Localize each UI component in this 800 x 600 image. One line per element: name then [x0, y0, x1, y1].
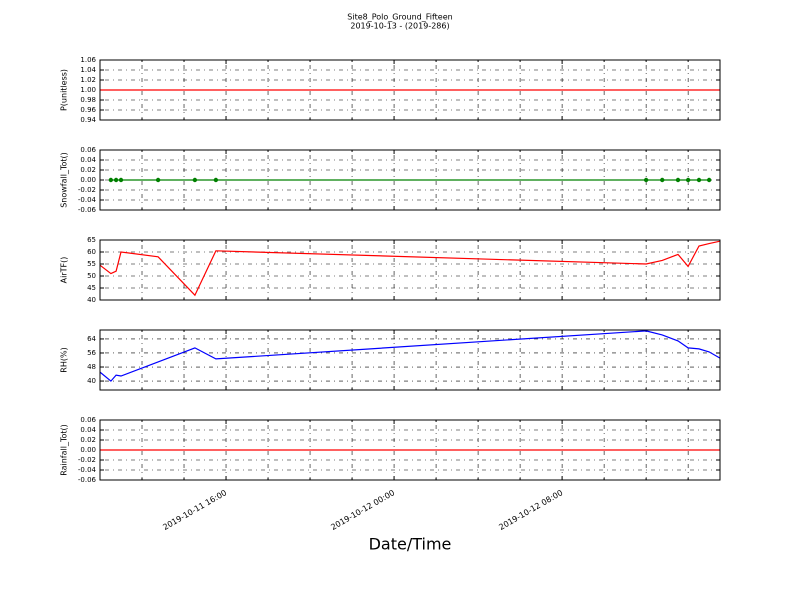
y-tick-label: 65	[87, 236, 96, 244]
axes-frame	[99, 329, 721, 391]
y-tick-label: 1.04	[80, 66, 96, 74]
data-point	[113, 177, 119, 183]
y-tick-label: 56	[87, 349, 96, 357]
y-tick-label: 1.06	[80, 56, 96, 64]
data-point	[118, 177, 124, 183]
data-line	[99, 240, 721, 297]
y-axis-label: RH(%)	[60, 347, 69, 372]
axes-frame	[99, 149, 721, 211]
x-axis-label: Date/Time	[369, 535, 452, 554]
data-point	[696, 177, 702, 183]
y-tick-label: 64	[87, 335, 96, 343]
y-tick-label: 0.94	[80, 116, 96, 124]
y-tick-label: 50	[87, 272, 96, 280]
axes-frame	[99, 419, 721, 481]
data-point	[108, 177, 114, 183]
data-point	[643, 177, 649, 183]
y-tick-label: 0.96	[80, 106, 96, 114]
y-tick-label: 55	[87, 260, 96, 268]
data-line	[99, 330, 721, 382]
data-point	[192, 177, 198, 183]
y-tick-label: 40	[87, 296, 96, 304]
y-tick-label: -0.02	[78, 456, 96, 464]
y-tick-label: 60	[87, 248, 96, 256]
data-point	[155, 177, 161, 183]
y-tick-label: 0.02	[80, 436, 96, 444]
y-tick-label: -0.06	[78, 476, 97, 484]
data-point	[213, 177, 219, 183]
y-tick-label: 0.00	[80, 176, 96, 184]
data-point	[685, 177, 691, 183]
y-tick-label: 0.02	[80, 166, 96, 174]
y-tick-label: 0.04	[80, 426, 96, 434]
figure-title: Site8_Polo_Ground_Fifteen	[347, 13, 452, 22]
axes-frame	[99, 239, 721, 301]
y-tick-label: 48	[87, 363, 96, 371]
data-point	[675, 177, 681, 183]
y-tick-label: 0.00	[80, 446, 96, 454]
y-axis-label: AirTF()	[60, 257, 69, 284]
y-tick-label: 45	[87, 284, 96, 292]
y-tick-label: 0.06	[80, 146, 96, 154]
y-tick-label: -0.04	[78, 196, 97, 204]
y-tick-label: 40	[87, 377, 96, 385]
y-tick-label: -0.06	[78, 206, 97, 214]
y-tick-label: 0.06	[80, 416, 96, 424]
y-tick-label: 0.04	[80, 156, 96, 164]
y-axis-label: Snowfall_Tot()	[60, 152, 69, 208]
data-point	[706, 177, 712, 183]
y-tick-label: 1.00	[80, 86, 96, 94]
y-tick-label: 1.02	[80, 76, 96, 84]
axes-frame	[99, 59, 721, 121]
y-tick-label: 0.98	[80, 96, 96, 104]
figure-subtitle: 2019-10-13 - (2019-286)	[350, 22, 449, 31]
y-tick-label: -0.04	[78, 466, 97, 474]
y-axis-label: P(unitless)	[60, 69, 69, 111]
y-tick-label: -0.02	[78, 186, 96, 194]
y-axis-label: Rainfall_Tot()	[60, 424, 69, 476]
data-point	[660, 177, 665, 183]
